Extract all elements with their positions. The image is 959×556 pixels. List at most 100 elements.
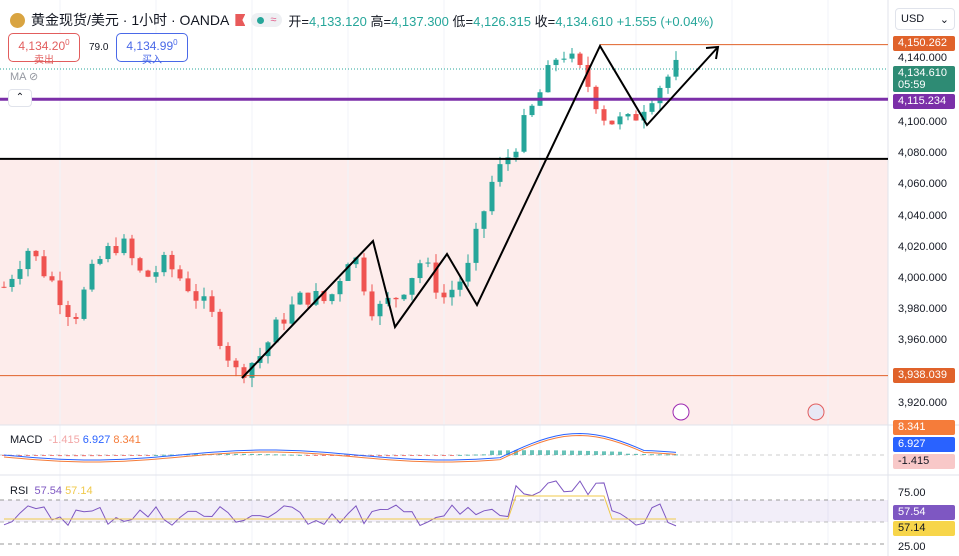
buy-button[interactable]: 4,134.990 买入 (116, 33, 188, 66)
candle (73, 316, 79, 319)
macd-histogram-bar (482, 454, 486, 456)
macd-histogram-bar (466, 454, 470, 456)
candle (577, 53, 583, 65)
resistance-price-label: 4,150.262 (893, 36, 955, 51)
candle (401, 294, 407, 300)
price-tick: 4,140.000 (898, 52, 947, 64)
high-value: 4,137.300 (391, 13, 449, 29)
candle (513, 151, 519, 158)
price-tick: 3,960.000 (898, 334, 947, 347)
candle (361, 257, 367, 292)
macd-histogram-bar (90, 455, 94, 457)
macd-histogram-bar (578, 450, 582, 455)
macd-value-label: 6.927 (893, 437, 955, 452)
price-tick: 4,060.000 (898, 178, 947, 191)
macd-histogram-bar (602, 451, 606, 455)
candle (145, 270, 151, 277)
lightning-event-icon (672, 403, 690, 421)
gold-logo-icon (10, 12, 25, 28)
current-price: 4,134.610 (898, 67, 947, 79)
candle (225, 345, 231, 361)
macd-histogram-bar (402, 455, 406, 457)
macd-histogram-bar (442, 455, 446, 456)
flag-icon[interactable] (235, 14, 246, 26)
macd-histogram-bar (650, 454, 654, 456)
candle (105, 246, 111, 260)
macd-histogram-bar (658, 454, 662, 456)
candle (601, 109, 607, 121)
macd-histogram-bar (522, 450, 526, 455)
candle (561, 58, 567, 60)
candle (41, 256, 47, 277)
price-tick: 4,080.000 (898, 147, 947, 160)
candle (265, 342, 271, 357)
macd-histogram-bar (642, 454, 646, 456)
candle (553, 59, 559, 66)
candle (81, 289, 87, 319)
price-tick: 4,000.000 (898, 272, 947, 284)
candle (497, 164, 503, 182)
currency-select[interactable]: USD ⌄ (895, 8, 955, 30)
candle (345, 264, 351, 281)
candle (193, 291, 199, 301)
candle (449, 289, 455, 298)
collapse-button[interactable]: ⌃ (8, 89, 32, 107)
candle (153, 272, 159, 277)
sell-button[interactable]: 4,134.200 卖出 (8, 33, 80, 66)
macd-name: MACD (10, 434, 43, 446)
macd-histogram-bar (82, 455, 86, 457)
current-price-label: 4,134.610 05:59 (893, 66, 955, 92)
candle (625, 114, 631, 117)
macd-histogram-bar (74, 455, 78, 457)
candle (489, 181, 495, 212)
macd-signal-line (3, 434, 677, 463)
symbol-title[interactable]: 黄金现货/美元 · 1小时 · OANDA (31, 12, 230, 28)
candle (209, 296, 215, 312)
candle (473, 228, 479, 263)
ohlc-readout: 开=4,133.120 高=4,137.300 低=4,126.315 收=4,… (288, 11, 713, 30)
macd-histogram-bar (418, 455, 422, 456)
macd-histogram-bar (266, 454, 270, 456)
candle (609, 120, 615, 125)
macd-value: 6.927 (82, 434, 111, 446)
macd-histogram-bar (434, 455, 438, 456)
macd-histogram-bar (114, 455, 118, 456)
macd-histogram-bar (146, 455, 150, 456)
hidden-eye-icon[interactable]: ⊘ (28, 71, 39, 83)
support-price-label: 3,938.039 (893, 368, 955, 383)
open-label: 开= (288, 13, 309, 29)
sell-price: 4,134.20 (18, 39, 66, 53)
macd-histogram-bar (98, 455, 102, 457)
market-status[interactable]: ≈ (251, 13, 283, 27)
macd-hist: -1.415 (48, 434, 80, 446)
macd-histogram-bar (250, 453, 254, 455)
candle (337, 280, 343, 295)
candle (417, 263, 423, 279)
ma-indicator[interactable]: MA ⊘ (10, 70, 38, 83)
candle (233, 360, 239, 368)
delay-icon: ≈ (270, 14, 277, 26)
macd-signal-label: 8.341 (893, 420, 955, 435)
macd-histogram-bar (666, 454, 670, 456)
macd-histogram-bar (258, 454, 262, 456)
candle (665, 76, 671, 88)
open-value: 4,133.120 (309, 13, 367, 29)
price-tick: 3,980.000 (898, 303, 947, 316)
macd-histogram-bar (490, 450, 494, 455)
currency-value: USD (901, 13, 925, 25)
candle (49, 276, 55, 281)
macd-histogram-bar (386, 455, 390, 457)
candle (369, 291, 375, 317)
buy-label: 买入 (142, 55, 162, 66)
candle (249, 362, 255, 378)
candle (529, 105, 535, 116)
rsi-line (3, 480, 677, 527)
macd-histogram-bar (570, 450, 574, 455)
rsi-ma: 57.14 (65, 485, 93, 497)
macd-histogram-bar (282, 454, 286, 456)
macd-histogram-bar (50, 455, 54, 457)
high-label: 高= (370, 13, 392, 29)
macd-legend: MACD -1.415 6.927 8.341 (10, 434, 141, 446)
macd-histogram-bar (506, 450, 510, 455)
